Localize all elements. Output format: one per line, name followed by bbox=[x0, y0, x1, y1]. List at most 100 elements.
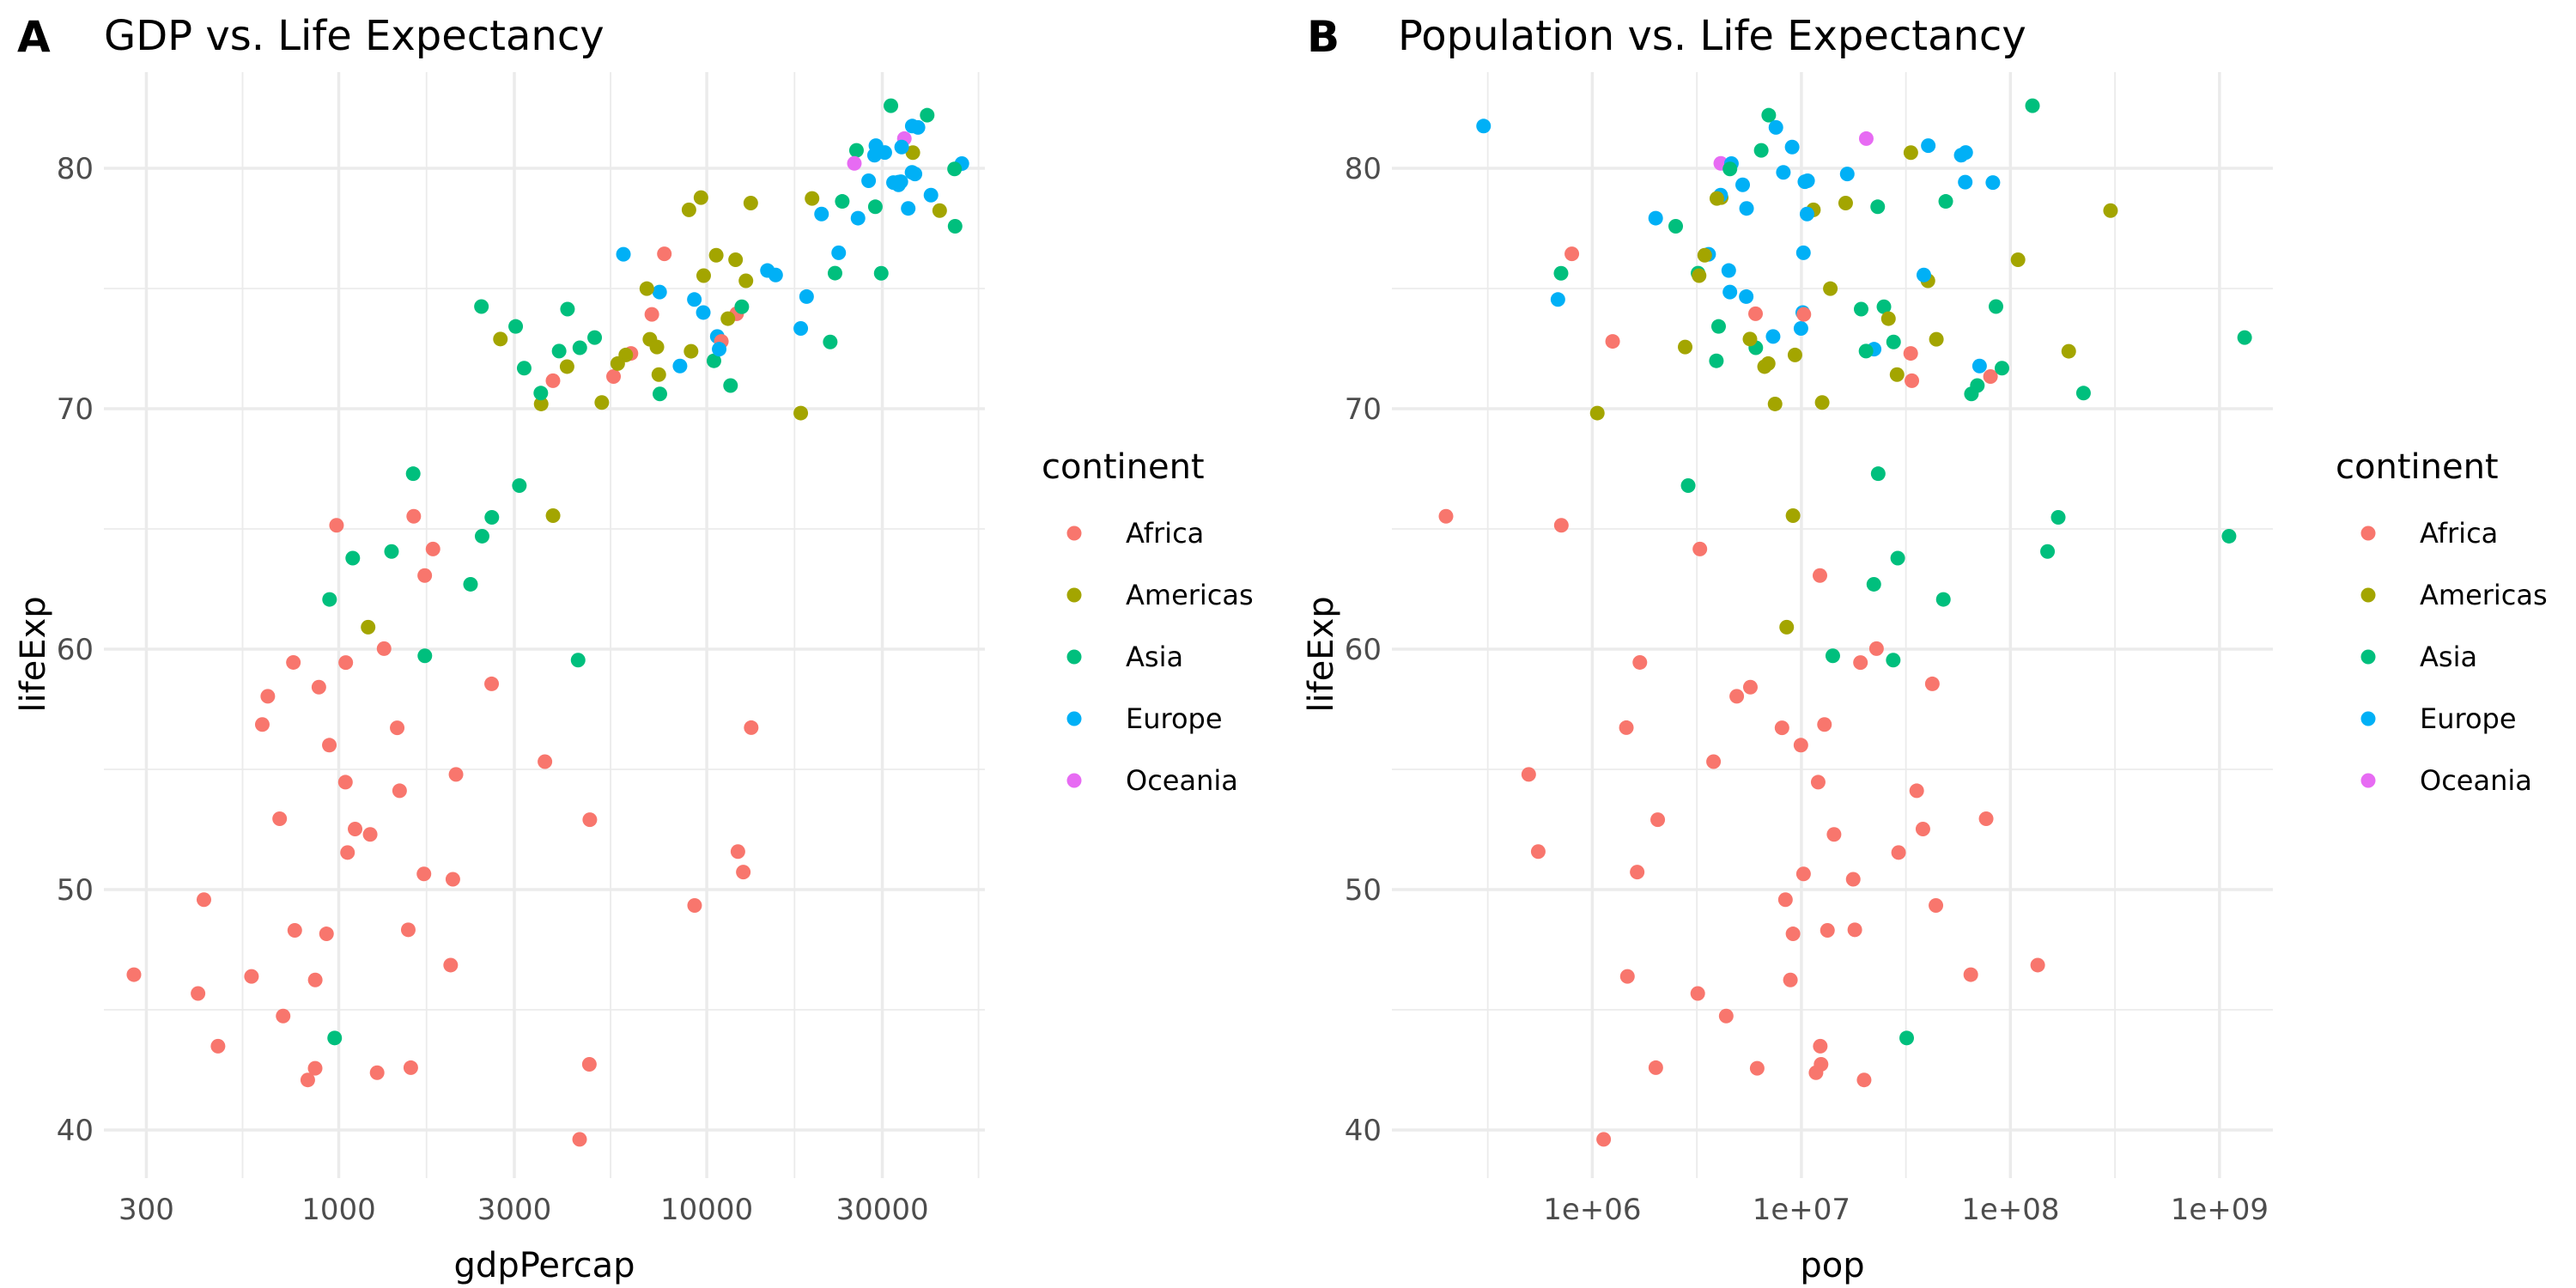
data-point bbox=[1958, 174, 1973, 190]
data-point bbox=[908, 167, 923, 182]
x-tick-label: 10000 bbox=[660, 1193, 753, 1227]
data-point bbox=[744, 720, 759, 735]
data-point bbox=[1722, 284, 1738, 300]
data-point bbox=[894, 139, 909, 155]
data-point bbox=[1989, 299, 2004, 314]
data-point bbox=[1709, 191, 1724, 206]
data-point bbox=[443, 957, 459, 973]
data-point bbox=[1916, 267, 1931, 283]
data-point bbox=[1793, 321, 1808, 337]
data-point bbox=[1690, 986, 1705, 1001]
data-point bbox=[337, 775, 353, 790]
data-point bbox=[416, 866, 432, 882]
data-point bbox=[823, 334, 838, 349]
data-point bbox=[1921, 138, 1936, 154]
data-point bbox=[533, 386, 549, 401]
data-point bbox=[1800, 173, 1815, 188]
data-point bbox=[1890, 550, 1905, 566]
data-point bbox=[559, 359, 574, 374]
panel-a-legend: continent Africa Americas Asia Europe Oceani… bbox=[1042, 447, 1254, 797]
data-point bbox=[581, 1057, 597, 1072]
data-point bbox=[2040, 544, 2056, 559]
data-point bbox=[850, 210, 866, 226]
legend-a-title: continent bbox=[1042, 447, 1205, 487]
data-point bbox=[538, 754, 553, 769]
data-point bbox=[512, 478, 527, 494]
data-point bbox=[1905, 373, 1920, 388]
data-point bbox=[1899, 1030, 1915, 1046]
data-point bbox=[448, 767, 464, 782]
panel-b-y-ticks: 40 50 60 70 80 bbox=[1345, 152, 1382, 1148]
data-point bbox=[1915, 822, 1930, 837]
y-tick-label: 60 bbox=[57, 633, 94, 667]
y-tick-label: 70 bbox=[57, 392, 94, 427]
data-point bbox=[376, 641, 392, 656]
y-tick-label: 50 bbox=[1345, 873, 1382, 908]
panel-b: B Population vs. Life Expectancy 40 50 60 7… bbox=[1302, 12, 2273, 1285]
data-point bbox=[508, 319, 524, 334]
data-point bbox=[734, 299, 750, 314]
data-point bbox=[861, 173, 877, 188]
data-point bbox=[1742, 331, 1758, 347]
data-point bbox=[1589, 405, 1605, 421]
legend-b-title: continent bbox=[2336, 447, 2499, 487]
data-point bbox=[1735, 177, 1751, 192]
data-point bbox=[610, 355, 625, 371]
data-point bbox=[1710, 319, 1726, 334]
data-point bbox=[831, 245, 847, 260]
data-point bbox=[706, 353, 721, 368]
data-point bbox=[1553, 518, 1569, 533]
legend-key-oceania bbox=[1066, 773, 1082, 788]
data-point bbox=[1929, 898, 1944, 914]
data-point bbox=[406, 508, 422, 524]
data-point bbox=[693, 190, 708, 205]
data-point bbox=[463, 576, 478, 592]
data-point bbox=[884, 98, 899, 113]
data-point bbox=[644, 307, 659, 322]
data-point bbox=[1722, 161, 1738, 177]
data-point bbox=[827, 265, 842, 281]
data-point bbox=[1530, 844, 1546, 860]
legend-label-asia: Asia bbox=[2420, 641, 2477, 673]
data-point bbox=[260, 689, 276, 704]
data-point bbox=[244, 969, 259, 984]
data-point bbox=[587, 330, 603, 345]
data-point bbox=[1985, 175, 2001, 191]
data-point bbox=[1619, 720, 1634, 735]
data-point bbox=[1825, 648, 1840, 664]
panel-b-letter: B bbox=[1307, 12, 1340, 62]
data-point bbox=[345, 550, 361, 566]
legend-label-americas: Americas bbox=[1126, 579, 1254, 611]
data-point bbox=[572, 340, 587, 355]
data-point bbox=[1823, 281, 1838, 296]
data-point bbox=[793, 405, 809, 421]
data-point bbox=[369, 1065, 385, 1080]
data-point bbox=[2075, 386, 2091, 401]
panel-b-legend: continent Africa Americas Asia Europe Oceani… bbox=[2336, 447, 2548, 797]
data-point bbox=[484, 509, 500, 525]
data-point bbox=[1953, 148, 1969, 163]
data-point bbox=[848, 143, 864, 158]
data-point bbox=[1876, 299, 1892, 314]
data-point bbox=[1438, 508, 1454, 524]
legend-key-africa bbox=[2360, 526, 2376, 541]
data-point bbox=[1813, 1038, 1828, 1054]
data-point bbox=[545, 507, 561, 523]
panel-a-x-axis-title: gdpPercap bbox=[454, 1246, 635, 1285]
y-tick-label: 40 bbox=[57, 1114, 94, 1148]
data-point bbox=[868, 138, 884, 154]
panel-b-grid bbox=[1392, 72, 2273, 1178]
data-point bbox=[672, 358, 688, 374]
y-tick-label: 80 bbox=[57, 152, 94, 186]
data-point bbox=[681, 202, 696, 217]
data-point bbox=[2061, 343, 2076, 359]
data-point bbox=[1767, 396, 1783, 411]
data-point bbox=[327, 1030, 343, 1046]
data-point bbox=[1605, 334, 1620, 349]
data-point bbox=[417, 648, 433, 664]
data-point bbox=[712, 342, 727, 357]
data-point bbox=[1550, 292, 1565, 307]
panel-a-y-ticks: 40 50 60 70 80 bbox=[57, 152, 94, 1148]
data-point bbox=[847, 155, 862, 171]
data-point bbox=[307, 972, 323, 987]
